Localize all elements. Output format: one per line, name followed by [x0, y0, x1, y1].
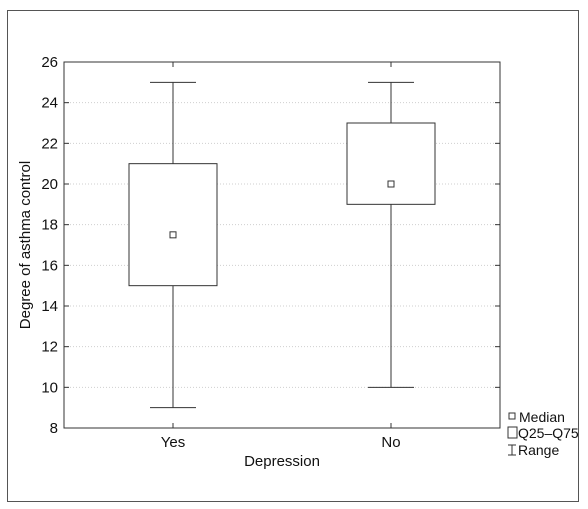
legend-range-label: Range — [518, 442, 559, 458]
y-tick-label: 14 — [41, 298, 58, 315]
x-tick-label: Yes — [161, 434, 185, 451]
y-tick-label: 16 — [41, 257, 58, 274]
x-axis: Yes No — [161, 62, 401, 451]
legend-whisker-icon — [508, 444, 516, 456]
box-yes — [128, 81, 218, 409]
legend: Median Q25–Q75 Range — [507, 409, 579, 458]
y-tick-label: 18 — [41, 217, 58, 234]
median-marker — [169, 231, 177, 239]
boxes — [128, 81, 436, 409]
median-marker — [387, 180, 395, 188]
plot-area — [63, 61, 501, 429]
iqr-box — [128, 163, 218, 287]
x-axis-title: Depression — [244, 453, 320, 470]
y-tick-label: 24 — [41, 95, 58, 112]
y-axis: 8 10 12 14 16 18 20 22 24 26 — [41, 54, 500, 437]
y-tick-label: 8 — [50, 420, 58, 437]
legend-box-label: Q25–Q75 — [518, 425, 579, 441]
y-tick-label: 20 — [41, 176, 58, 193]
legend-median-icon — [508, 412, 516, 420]
iqr-box — [346, 122, 436, 205]
y-tick-label: 10 — [41, 379, 58, 396]
legend-box-icon — [507, 426, 518, 439]
legend-median-label: Median — [519, 409, 565, 425]
y-tick-label: 26 — [41, 54, 58, 71]
x-tick-label: No — [381, 434, 400, 451]
figure-frame — [7, 10, 579, 502]
y-tick-label: 12 — [41, 339, 58, 356]
box-no — [346, 81, 436, 388]
y-axis-title: Degree of asthma control — [17, 161, 34, 329]
y-tick-label: 22 — [41, 135, 58, 152]
